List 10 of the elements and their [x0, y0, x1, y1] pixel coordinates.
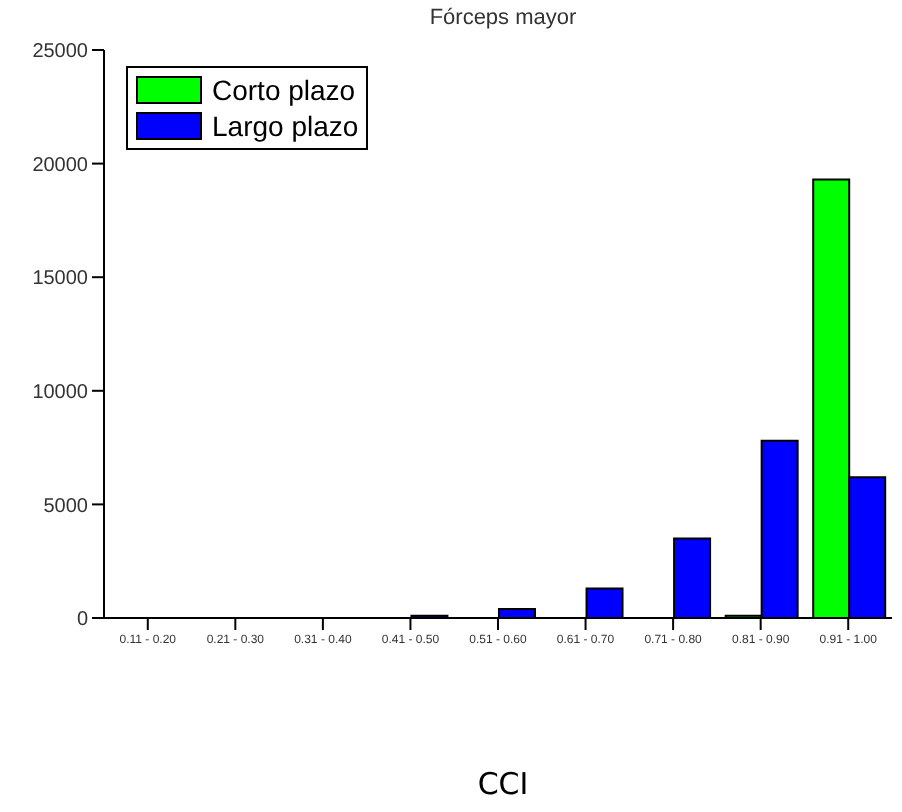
- y-tick-label: 20000: [32, 154, 89, 177]
- y-tick-label: 0: [76, 609, 89, 632]
- y-tick-label: 25000: [32, 41, 89, 64]
- legend-label: Largo plazo: [210, 108, 359, 144]
- y-tick-label: 5000: [43, 495, 89, 518]
- chart-title: Fórceps mayor: [427, 6, 579, 30]
- legend-label: Corto plazo: [210, 72, 358, 108]
- y-tick-label: 15000: [32, 268, 89, 291]
- x-axis-title: CCI: [475, 766, 531, 802]
- y-tick-label: 10000: [32, 381, 89, 404]
